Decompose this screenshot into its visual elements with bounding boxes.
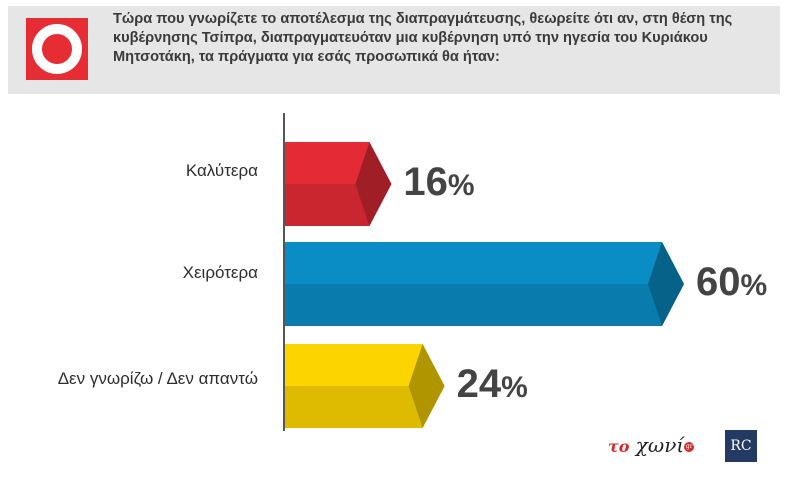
poll-logo-icon xyxy=(26,18,88,80)
bar-dont-know-tip xyxy=(408,344,445,428)
bar-dont-know xyxy=(285,344,445,428)
rc-logo: RC xyxy=(725,430,757,462)
bar-better-tip xyxy=(355,142,392,226)
bar-better xyxy=(285,142,392,226)
category-label-better: Καλύτερα xyxy=(185,161,258,180)
bar-worse-face-bottom xyxy=(285,284,684,326)
question-text: Τώρα που γνωρίζετε το αποτέλεσμα της δια… xyxy=(113,11,733,65)
bar-dont-know-face-top xyxy=(285,344,445,386)
bar-worse xyxy=(285,242,684,326)
question-header: Τώρα που γνωρίζετε το αποτέλεσμα της δια… xyxy=(8,6,780,94)
bar-worse-face-top xyxy=(285,242,684,284)
value-label-dont-know: 24% xyxy=(456,362,528,406)
value-label-better: 16% xyxy=(403,160,475,204)
value-label-worse: 60% xyxy=(696,260,768,304)
category-label-worse: Χειρότερα xyxy=(182,263,258,282)
category-axis xyxy=(283,113,285,431)
bar-worse-tip xyxy=(648,242,684,326)
bar-dont-know-face-bottom xyxy=(285,386,445,428)
toxoni-logo: το χωνί gr xyxy=(608,433,695,457)
category-label-dont-know: Δεν γνωρίζω / Δεν απαντώ xyxy=(57,369,258,388)
